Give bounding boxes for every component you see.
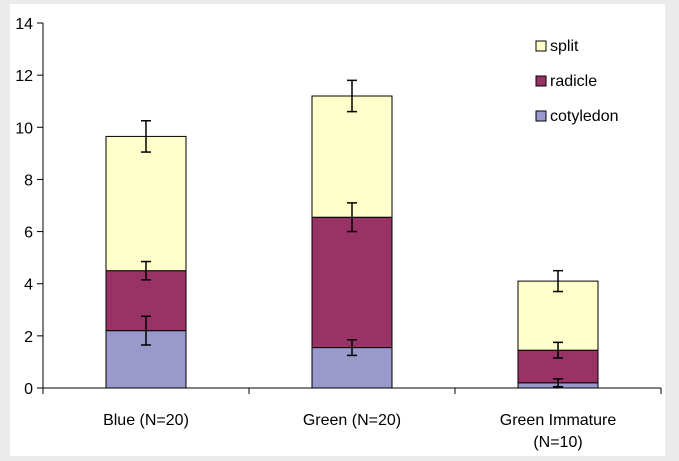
legend-label-split: split [550,38,579,55]
y-tick-label: 8 [24,172,33,189]
bar-segment-radicle [311,216,393,349]
bar-segment-split [105,135,187,272]
stacked-bar-chart: Blue (N=20) Green (N=20) Green Immature (N=… [15,16,662,451]
legend-label-radicle: radicle [550,73,597,90]
x-category-label: Green (N=20) [303,412,401,429]
x-category-label: (N=10) [533,434,582,451]
x-category-label: Green Immature [500,412,617,429]
bar-segment-split [311,95,393,218]
y-tick-label: 6 [24,225,33,242]
y-tick-label: 14 [15,16,33,33]
legend-swatch-radicle [535,75,547,87]
x-category-label: Blue (N=20) [103,412,189,429]
y-tick-label: 10 [15,120,33,137]
x-tick-labels: Blue (N=20) Green (N=20) Green Immature (N=… [103,412,616,451]
error-bars [141,79,563,388]
bar-segment-split [517,280,599,351]
plot-area: Blue (N=20) Green (N=20) Green Immature (N=… [10,4,665,456]
legend-swatch-cotyledon [535,110,547,122]
legend-label-cotyledon: cotyledon [550,108,619,125]
bars [105,95,599,389]
y-tick-label: 12 [15,68,33,85]
legend-swatch-split [535,40,547,52]
legend: split radicle cotyledon [535,38,619,125]
y-tick-label: 4 [24,277,33,294]
y-tick-label: 0 [24,381,33,398]
y-tick-labels: 0 2 4 6 8 10 12 14 [15,16,33,398]
y-tick-label: 2 [24,329,33,346]
